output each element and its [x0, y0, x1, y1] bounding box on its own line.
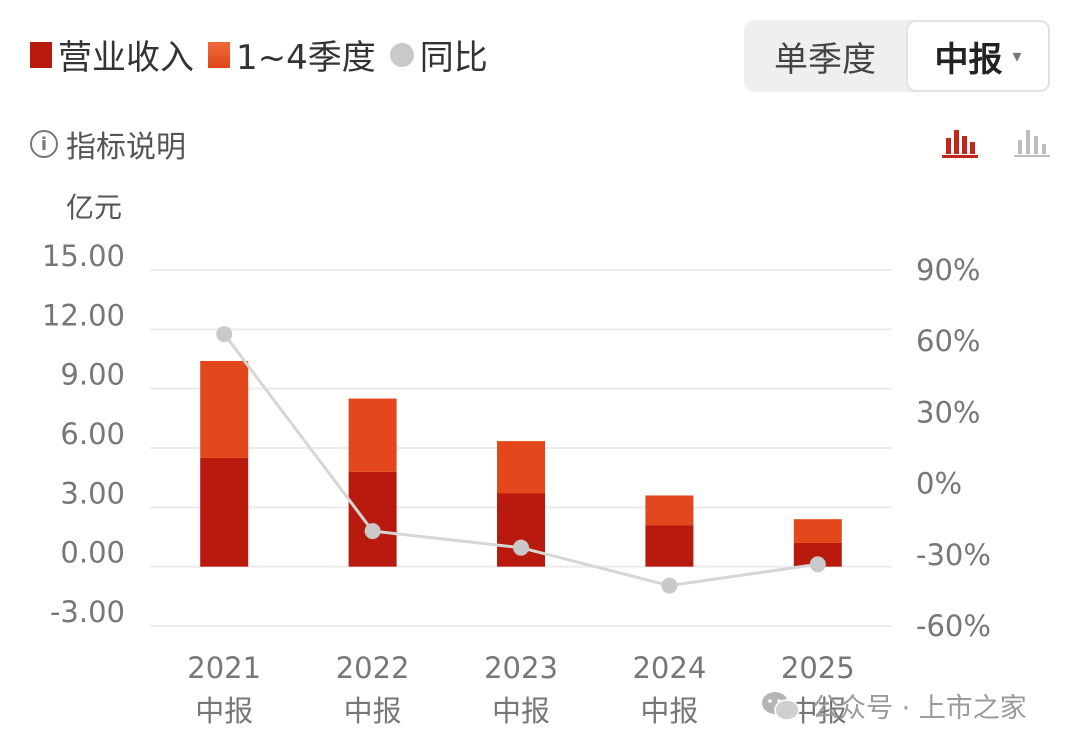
single-quarter-button[interactable]: 单季度: [774, 39, 876, 80]
x-tick-label-year: 2025: [781, 651, 855, 685]
y-left-tick-label: -3.00: [50, 595, 125, 629]
yoy-point: [661, 577, 678, 594]
bar-quarter: [348, 398, 397, 472]
bar-revenue: [793, 542, 842, 567]
indicator-info-label: 指标说明: [66, 130, 186, 165]
info-icon: i: [30, 130, 58, 158]
bar-revenue: [645, 525, 694, 567]
legend-revenue-label: 营业收入: [58, 38, 194, 78]
bar-quarter: [497, 441, 545, 494]
x-tick-label-year: 2023: [484, 651, 558, 685]
bar-quarter: [645, 495, 694, 526]
yoy-point: [513, 539, 529, 556]
bar-revenue: [348, 471, 397, 567]
report-period-dropdown[interactable]: 中报 ▾: [906, 20, 1050, 92]
legend-yoy: 同比: [389, 30, 488, 79]
report-period-value: 中报: [934, 39, 1003, 80]
y-right-tick-label: 90%: [916, 253, 980, 287]
yoy-point: [809, 556, 826, 573]
watermark: 公众号 · 上市之家: [760, 686, 1027, 725]
y-axis-unit: 亿元: [66, 191, 123, 224]
y-right-tick-label: 30%: [916, 395, 980, 429]
x-tick-label-period: 中报: [640, 694, 698, 728]
y-left-tick-label: 12.00: [42, 298, 125, 332]
bar-quarter: [200, 360, 249, 458]
legend-quarter-swatch: [208, 41, 230, 68]
y-left-tick-label: 0.00: [60, 536, 125, 570]
y-right-tick-label: -30%: [916, 538, 991, 572]
y-left-tick-label: 6.00: [60, 417, 125, 451]
y-right-tick-label: 0%: [916, 467, 962, 501]
legend-yoy-swatch: [389, 42, 414, 67]
x-tick-label-year: 2024: [632, 651, 706, 685]
indicator-info[interactable]: i 指标说明: [30, 122, 186, 166]
legend-quarter: 1~4季度: [208, 30, 376, 79]
legend-revenue-swatch: [30, 41, 52, 68]
x-tick-label-period: 中报: [195, 694, 253, 728]
legend-revenue: 营业收入: [30, 30, 194, 79]
bar-revenue: [497, 493, 545, 567]
x-tick-label-year: 2021: [187, 651, 261, 685]
yoy-point: [364, 523, 381, 540]
x-tick-label-period: 中报: [492, 694, 550, 728]
x-tick-label-period: 中报: [344, 694, 402, 728]
x-tick-label-year: 2022: [336, 651, 410, 685]
watermark-text: 公众号 · 上市之家: [812, 693, 1027, 724]
period-toggle: 单季度 中报 ▾: [744, 20, 1050, 92]
bar-chart-active-icon[interactable]: [942, 126, 978, 158]
bar-revenue: [200, 457, 249, 567]
bar-chart-inactive-icon[interactable]: [1014, 126, 1050, 158]
legend: 营业收入 1~4季度 同比: [30, 30, 502, 79]
yoy-point: [216, 326, 233, 343]
legend-yoy-label: 同比: [419, 38, 488, 78]
y-left-tick-label: 15.00: [42, 239, 125, 273]
y-left-tick-label: 9.00: [60, 358, 125, 392]
chevron-down-icon: ▾: [1012, 45, 1022, 67]
y-right-tick-label: -60%: [916, 609, 991, 643]
y-left-tick-label: 3.00: [60, 476, 125, 510]
y-right-tick-label: 60%: [916, 324, 980, 358]
wechat-icon: [762, 691, 800, 721]
legend-quarter-label: 1~4季度: [236, 38, 376, 78]
bar-quarter: [793, 519, 842, 543]
